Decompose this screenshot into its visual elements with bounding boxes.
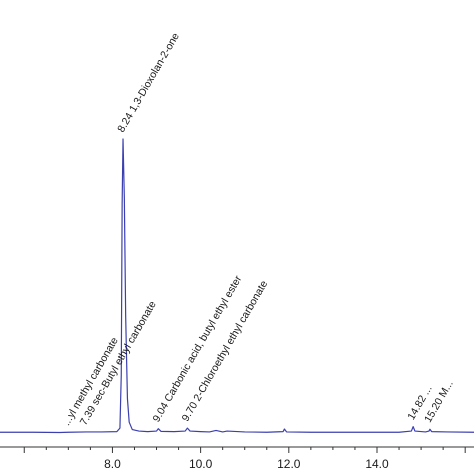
peak-annotation: 7.39 sec-Butyl ethyl carbonate [78,299,159,427]
x-tick-label: 12.0 [277,457,301,471]
peak-annotation: 8.24 1,3-Dioxolan-2-one [115,31,182,135]
x-tick-label: 8.0 [104,457,121,471]
series-group [0,138,474,434]
series-line-1 [0,138,474,434]
x-tick-label: 10.0 [189,457,213,471]
x-tick-label: 14.0 [365,457,389,471]
axes: 8.0 10.0 12.0 14.0 [0,446,474,471]
